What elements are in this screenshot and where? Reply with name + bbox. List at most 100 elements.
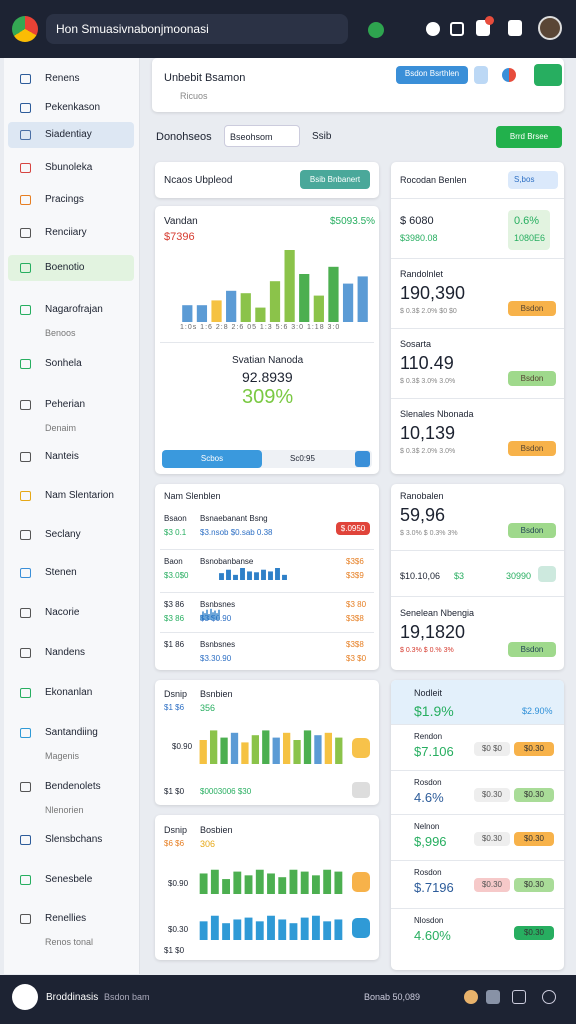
row-button[interactable]: Bsdon — [508, 371, 556, 386]
row-button[interactable]: Bsdon — [508, 441, 556, 456]
add-button[interactable] — [534, 64, 562, 86]
divider — [391, 550, 564, 551]
action-button[interactable]: Brrd Brsee — [496, 126, 562, 148]
sidebar-icon — [20, 130, 31, 140]
row-value: 110.49 — [400, 353, 454, 373]
sidebar-icon — [20, 195, 31, 205]
change: $5093.5% — [330, 216, 376, 227]
bar — [244, 917, 253, 940]
y-axis-label: $0.90 — [172, 742, 193, 751]
status-icon[interactable] — [368, 22, 384, 38]
icon-button[interactable] — [352, 918, 370, 938]
divider — [160, 632, 374, 633]
badge[interactable]: $0.30 — [514, 788, 554, 802]
badge[interactable]: $0.30 — [514, 926, 554, 940]
icon-button[interactable] — [474, 66, 488, 84]
card-title: Dsnip — [164, 825, 188, 835]
row-e: $3$8 — [346, 640, 364, 649]
bar — [233, 919, 242, 940]
icon-button[interactable] — [538, 566, 556, 582]
y-axis-label: $0.30 — [168, 925, 189, 934]
sidebar — [4, 58, 140, 974]
badge[interactable]: $0.30 — [514, 742, 554, 756]
chart-label: Bosbien — [200, 825, 233, 835]
icon[interactable] — [404, 22, 418, 36]
icon-button[interactable] — [352, 872, 370, 892]
row-title: Slenales Nbonada — [400, 409, 474, 419]
mid-value: $3 — [454, 571, 465, 581]
sidebar-item[interactable] — [8, 255, 134, 281]
icon[interactable] — [450, 22, 464, 36]
sidebar-icon — [20, 608, 31, 618]
row-f: $3 $0 — [346, 654, 367, 663]
message-icon[interactable] — [508, 20, 522, 36]
avatar[interactable] — [538, 16, 562, 40]
row-e: $3 80 — [346, 600, 367, 609]
summary-card — [391, 680, 564, 970]
row-title: Nlosdon — [414, 916, 444, 925]
icon[interactable] — [512, 990, 526, 1004]
search-button[interactable]: Bsdon Bsrthlen — [396, 66, 468, 84]
help-icon[interactable] — [426, 22, 440, 36]
app-title: Hon Smuasivnabonjmoonasi — [56, 22, 209, 36]
slider-fill[interactable]: Scbos — [162, 450, 262, 468]
icon[interactable] — [542, 990, 556, 1004]
row-b: $3 0.1 — [164, 528, 187, 537]
divider — [160, 342, 374, 343]
app-logo[interactable] — [12, 16, 38, 42]
sidebar-icon — [20, 728, 31, 738]
row-value: 10,139 — [400, 423, 456, 443]
icon[interactable] — [502, 68, 516, 82]
bar — [208, 614, 210, 620]
sidebar-label: Senesbele — [45, 874, 93, 885]
sidebar-label: Renellies — [45, 913, 87, 924]
bar — [342, 283, 354, 322]
icon-button[interactable] — [352, 738, 370, 758]
row-b: $3.0$0 — [164, 571, 189, 580]
bar — [303, 730, 312, 764]
row-meta: $ 0.3$ 3.0% 3.0% — [400, 378, 456, 385]
logo[interactable] — [12, 984, 38, 1010]
bar — [299, 274, 310, 322]
sidebar-sublabel: Magenis — [45, 751, 80, 761]
row-value: $7.106 — [414, 744, 454, 759]
badge[interactable]: $0.30 — [514, 878, 554, 892]
icon[interactable] — [486, 990, 500, 1004]
bar — [357, 276, 368, 322]
select[interactable] — [508, 171, 558, 189]
divider — [391, 724, 564, 725]
bar — [230, 732, 239, 764]
search-bar[interactable] — [46, 14, 348, 44]
bar — [323, 921, 332, 940]
bar — [220, 737, 228, 764]
row-button[interactable]: Bsdon — [508, 642, 556, 657]
bar — [262, 730, 270, 764]
row-c: Bsnbsnes — [200, 640, 236, 649]
divider — [391, 596, 564, 597]
upload-button[interactable]: Bsib Bnbanert — [300, 170, 370, 189]
chart-svg — [199, 915, 343, 940]
bar — [211, 300, 222, 322]
icon[interactable] — [464, 990, 478, 1004]
badge[interactable]: $0.30 — [514, 832, 554, 846]
row-button[interactable]: Bsdon — [508, 523, 556, 538]
slider-handle[interactable] — [355, 451, 370, 467]
chart-value: 306 — [200, 839, 216, 849]
sidebar-label: Nacorie — [45, 607, 80, 618]
select[interactable] — [224, 125, 300, 147]
bar — [255, 869, 264, 894]
icon-button[interactable] — [352, 782, 370, 798]
bar — [216, 613, 218, 620]
sidebar-icon — [20, 103, 31, 113]
bar — [182, 305, 193, 322]
mid-value: $10.10,06 — [400, 571, 441, 581]
summary-header — [391, 680, 564, 724]
row-b: $3 86 — [164, 614, 185, 623]
filter[interactable]: Ssib — [312, 131, 332, 142]
sidebar-label: Nagarofrajan — [45, 304, 103, 315]
sidebar-item[interactable] — [8, 122, 134, 148]
chart-svg — [182, 250, 368, 322]
bar — [247, 571, 252, 580]
row-button[interactable]: Bsdon — [508, 301, 556, 316]
